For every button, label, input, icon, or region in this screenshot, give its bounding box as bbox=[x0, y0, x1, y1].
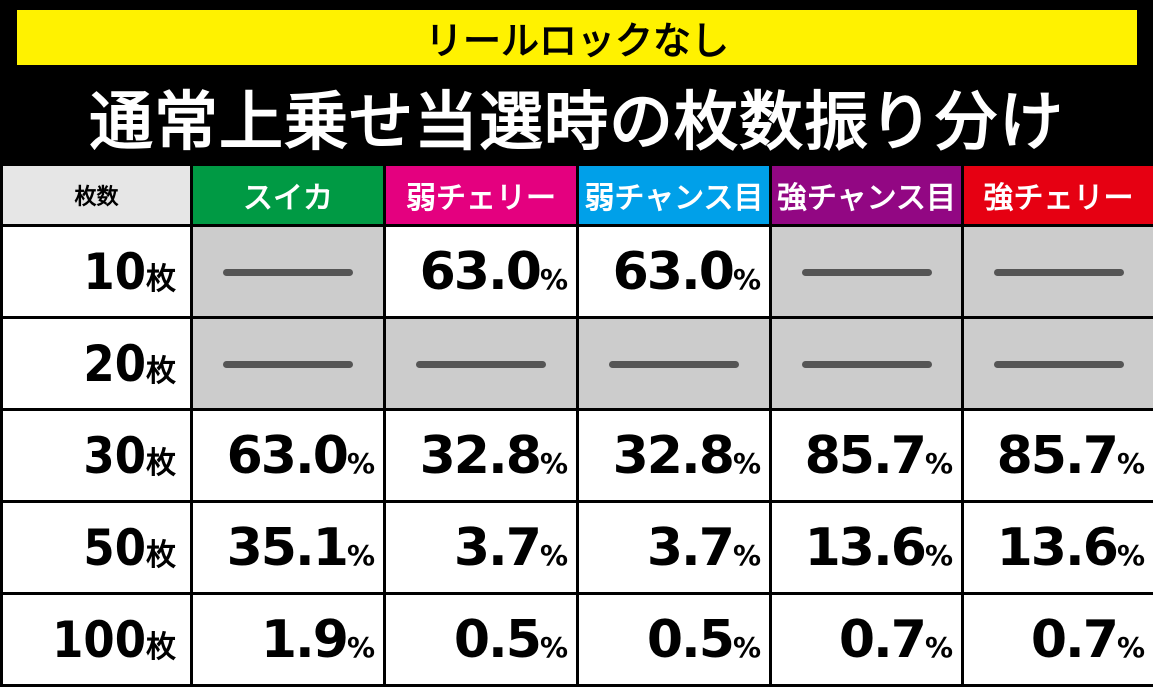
row-count: 50 bbox=[83, 519, 146, 577]
row-header: 100枚 bbox=[2, 594, 192, 686]
probability-value: 0.7 bbox=[839, 610, 925, 670]
value-cell: 63.0% bbox=[385, 226, 578, 318]
empty-cell bbox=[771, 318, 963, 410]
dash-mark bbox=[223, 361, 353, 368]
row-unit: 枚 bbox=[146, 262, 176, 297]
percent-sign: % bbox=[925, 631, 953, 664]
value-cell: 0.7% bbox=[771, 594, 963, 686]
value-cell: 0.5% bbox=[578, 594, 771, 686]
percent-sign: % bbox=[540, 447, 568, 480]
dash-mark bbox=[802, 361, 932, 368]
row-count: 10 bbox=[83, 243, 146, 301]
value-cell: 32.8% bbox=[385, 410, 578, 502]
row-count: 20 bbox=[83, 335, 146, 393]
probability-value: 35.1 bbox=[227, 518, 347, 578]
probability-value: 32.8 bbox=[613, 426, 733, 486]
probability-value: 13.6 bbox=[805, 518, 925, 578]
row-unit: 枚 bbox=[146, 538, 176, 573]
row-count: 100 bbox=[52, 611, 146, 669]
empty-cell bbox=[963, 318, 1153, 410]
row-header: 20枚 bbox=[2, 318, 192, 410]
dash-mark bbox=[802, 269, 932, 276]
row-unit: 枚 bbox=[146, 630, 176, 665]
dash-mark bbox=[994, 269, 1124, 276]
empty-cell bbox=[192, 226, 385, 318]
row-header: 50枚 bbox=[2, 502, 192, 594]
percent-sign: % bbox=[347, 631, 375, 664]
percent-sign: % bbox=[347, 447, 375, 480]
probability-value: 85.7 bbox=[997, 426, 1117, 486]
percent-sign: % bbox=[925, 539, 953, 572]
empty-cell bbox=[963, 226, 1153, 318]
empty-cell bbox=[192, 318, 385, 410]
value-cell: 13.6% bbox=[771, 502, 963, 594]
percent-sign: % bbox=[1117, 631, 1145, 664]
percent-sign: % bbox=[347, 539, 375, 572]
dash-mark bbox=[223, 269, 353, 276]
value-cell: 35.1% bbox=[192, 502, 385, 594]
percent-sign: % bbox=[733, 263, 761, 296]
value-cell: 3.7% bbox=[578, 502, 771, 594]
column-header: 弱チェリー bbox=[385, 165, 578, 226]
percent-sign: % bbox=[733, 447, 761, 480]
percent-sign: % bbox=[1117, 447, 1145, 480]
probability-value: 13.6 bbox=[997, 518, 1117, 578]
percent-sign: % bbox=[733, 539, 761, 572]
probability-value: 0.5 bbox=[647, 610, 733, 670]
value-cell: 13.6% bbox=[963, 502, 1153, 594]
value-cell: 63.0% bbox=[578, 226, 771, 318]
column-header: スイカ bbox=[192, 165, 385, 226]
percent-sign: % bbox=[925, 447, 953, 480]
dash-mark bbox=[609, 361, 739, 368]
column-header: 強チャンス目 bbox=[771, 165, 963, 226]
percent-sign: % bbox=[540, 263, 568, 296]
table-row: 20枚 bbox=[2, 318, 1153, 410]
empty-cell bbox=[385, 318, 578, 410]
column-header: 弱チャンス目 bbox=[578, 165, 771, 226]
percent-sign: % bbox=[733, 631, 761, 664]
value-cell: 1.9% bbox=[192, 594, 385, 686]
page-title: 通常上乗せ当選時の枚数振り分け bbox=[0, 72, 1153, 162]
value-cell: 0.7% bbox=[963, 594, 1153, 686]
value-cell: 32.8% bbox=[578, 410, 771, 502]
banner-reel-lock: リールロックなし bbox=[17, 10, 1137, 65]
row-header: 10枚 bbox=[2, 226, 192, 318]
header: リールロックなし 通常上乗せ当選時の枚数振り分け bbox=[0, 0, 1153, 163]
value-cell: 63.0% bbox=[192, 410, 385, 502]
probability-value: 63.0 bbox=[613, 242, 733, 302]
value-cell: 85.7% bbox=[963, 410, 1153, 502]
probability-value: 0.5 bbox=[454, 610, 540, 670]
table-header-row: 枚数 スイカ 弱チェリー 弱チャンス目 強チャンス目 強チェリー bbox=[2, 165, 1153, 226]
probability-value: 1.9 bbox=[261, 610, 347, 670]
probability-value: 32.8 bbox=[420, 426, 540, 486]
row-unit: 枚 bbox=[146, 354, 176, 389]
value-cell: 0.5% bbox=[385, 594, 578, 686]
empty-cell bbox=[771, 226, 963, 318]
dash-mark bbox=[416, 361, 546, 368]
column-header: 強チェリー bbox=[963, 165, 1153, 226]
percent-sign: % bbox=[540, 631, 568, 664]
probability-value: 3.7 bbox=[647, 518, 733, 578]
probability-value: 3.7 bbox=[454, 518, 540, 578]
value-cell: 3.7% bbox=[385, 502, 578, 594]
empty-cell bbox=[578, 318, 771, 410]
percent-sign: % bbox=[540, 539, 568, 572]
row-header: 30枚 bbox=[2, 410, 192, 502]
dash-mark bbox=[994, 361, 1124, 368]
probability-value: 63.0 bbox=[227, 426, 347, 486]
probability-value: 63.0 bbox=[420, 242, 540, 302]
probability-value: 85.7 bbox=[805, 426, 925, 486]
value-cell: 85.7% bbox=[771, 410, 963, 502]
corner-header: 枚数 bbox=[2, 165, 192, 226]
row-unit: 枚 bbox=[146, 446, 176, 481]
probability-value: 0.7 bbox=[1031, 610, 1117, 670]
row-count: 30 bbox=[83, 427, 146, 485]
percent-sign: % bbox=[1117, 539, 1145, 572]
